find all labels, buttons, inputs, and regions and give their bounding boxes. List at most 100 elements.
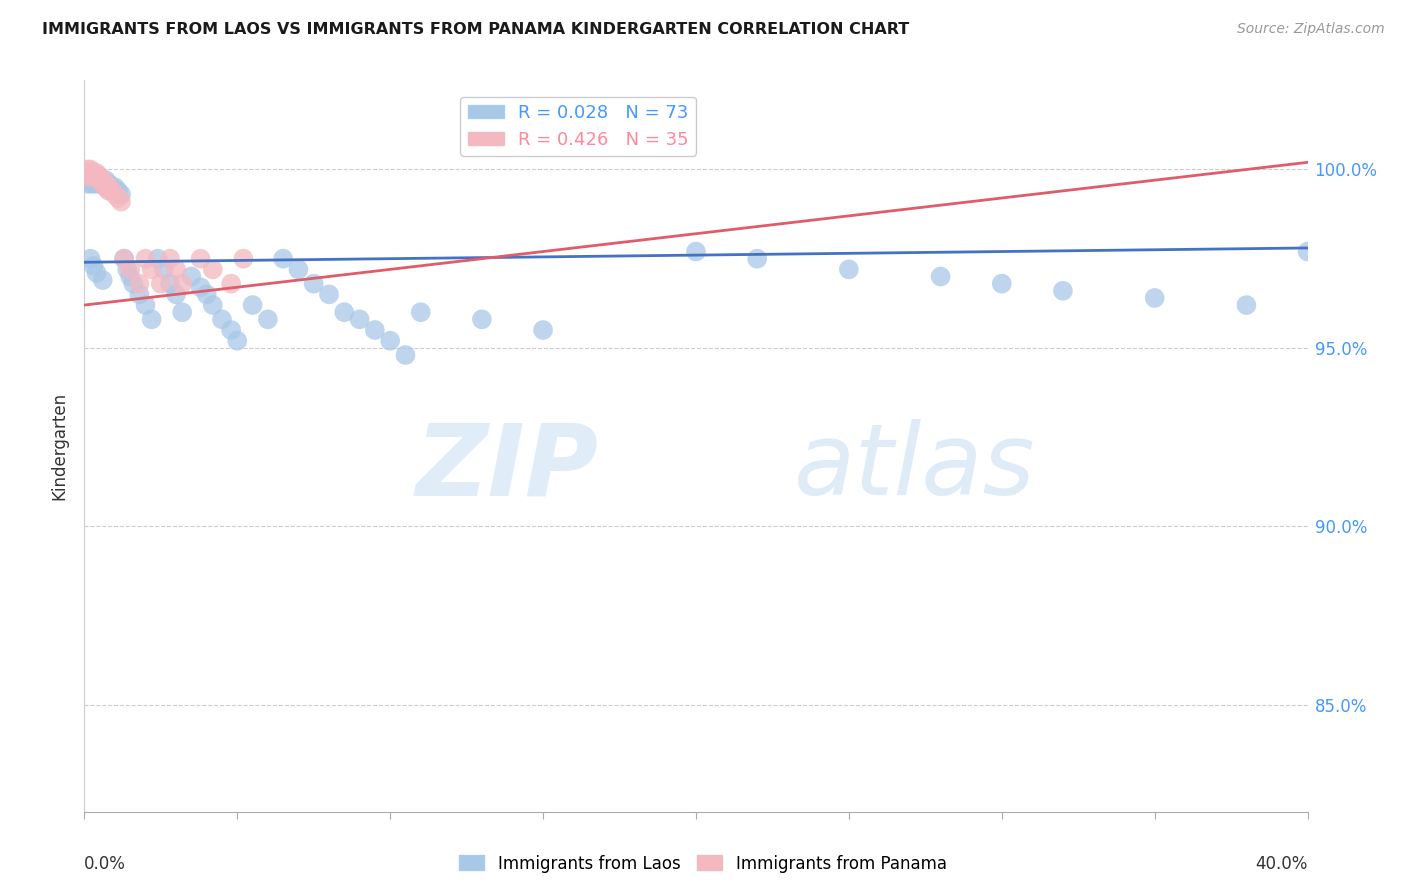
Point [165,262,187,277]
Point [91,173,114,187]
Point [76,173,98,187]
Point [364,323,387,337]
Point [89,169,111,184]
Point [94,180,117,194]
Point [94,177,117,191]
Point [79,169,101,184]
Point [201,298,224,312]
Point [146,252,169,266]
Point [165,287,187,301]
Point [120,262,142,277]
Point [211,312,233,326]
Point [190,252,212,266]
Point [318,287,340,301]
Point [1236,298,1258,312]
Point [190,280,212,294]
Point [83,173,105,187]
Point [76,169,98,184]
Point [86,166,108,180]
Point [86,173,108,187]
Point [349,312,371,326]
Point [929,269,952,284]
Point [76,166,98,180]
Point [394,348,416,362]
Point [180,269,202,284]
Point [195,287,218,301]
Point [104,180,127,194]
Point [104,184,127,198]
Point [110,194,132,209]
Point [79,252,101,266]
Point [1296,244,1319,259]
Point [159,277,181,291]
Text: Source: ZipAtlas.com: Source: ZipAtlas.com [1237,22,1385,37]
Point [219,277,242,291]
Point [141,262,163,277]
Point [91,177,114,191]
Point [76,169,98,184]
Point [83,177,105,191]
Point [83,169,105,184]
Point [226,334,249,348]
Point [172,305,194,319]
Point [79,169,101,184]
Point [991,277,1014,291]
Point [201,262,224,277]
Point [91,273,114,287]
Point [115,262,138,277]
Legend: Immigrants from Laos, Immigrants from Panama: Immigrants from Laos, Immigrants from Pa… [453,848,953,880]
Point [79,177,101,191]
Point [89,169,111,184]
Point [107,184,129,198]
Point [97,177,120,191]
Point [91,177,114,191]
Point [94,180,117,194]
Point [219,323,242,337]
Point [159,252,181,266]
Point [271,252,294,266]
Point [104,187,127,202]
Text: IMMIGRANTS FROM LAOS VS IMMIGRANTS FROM PANAMA KINDERGARTEN CORRELATION CHART: IMMIGRANTS FROM LAOS VS IMMIGRANTS FROM … [42,22,910,37]
Point [91,173,114,187]
Point [112,252,135,266]
Point [380,334,402,348]
Point [89,173,111,187]
Point [79,166,101,180]
Point [1143,291,1166,305]
Point [531,323,554,337]
Point [83,166,105,180]
Point [83,169,105,184]
Point [149,277,172,291]
Point [101,184,124,198]
Point [79,166,101,180]
Point [257,312,280,326]
Text: 0.0%: 0.0% [84,855,127,872]
Point [76,177,98,191]
Point [232,252,254,266]
Point [153,262,176,277]
Point [471,312,494,326]
Point [110,187,132,202]
Point [128,287,150,301]
Text: 40.0%: 40.0% [1256,855,1308,872]
Point [101,180,124,194]
Point [1052,284,1074,298]
Point [128,277,150,291]
Text: atlas: atlas [794,419,1035,516]
Point [120,269,142,284]
Point [135,252,157,266]
Point [86,266,108,280]
Legend: R = 0.028   N = 73, R = 0.426   N = 35: R = 0.028 N = 73, R = 0.426 N = 35 [460,96,696,156]
Point [89,177,111,191]
Point [122,277,145,291]
Point [89,173,111,187]
Point [97,180,120,194]
Point [135,298,157,312]
Point [79,173,101,187]
Point [76,166,98,180]
Point [86,169,108,184]
Point [302,277,325,291]
Point [107,191,129,205]
Text: ZIP: ZIP [415,419,598,516]
Point [685,244,707,259]
